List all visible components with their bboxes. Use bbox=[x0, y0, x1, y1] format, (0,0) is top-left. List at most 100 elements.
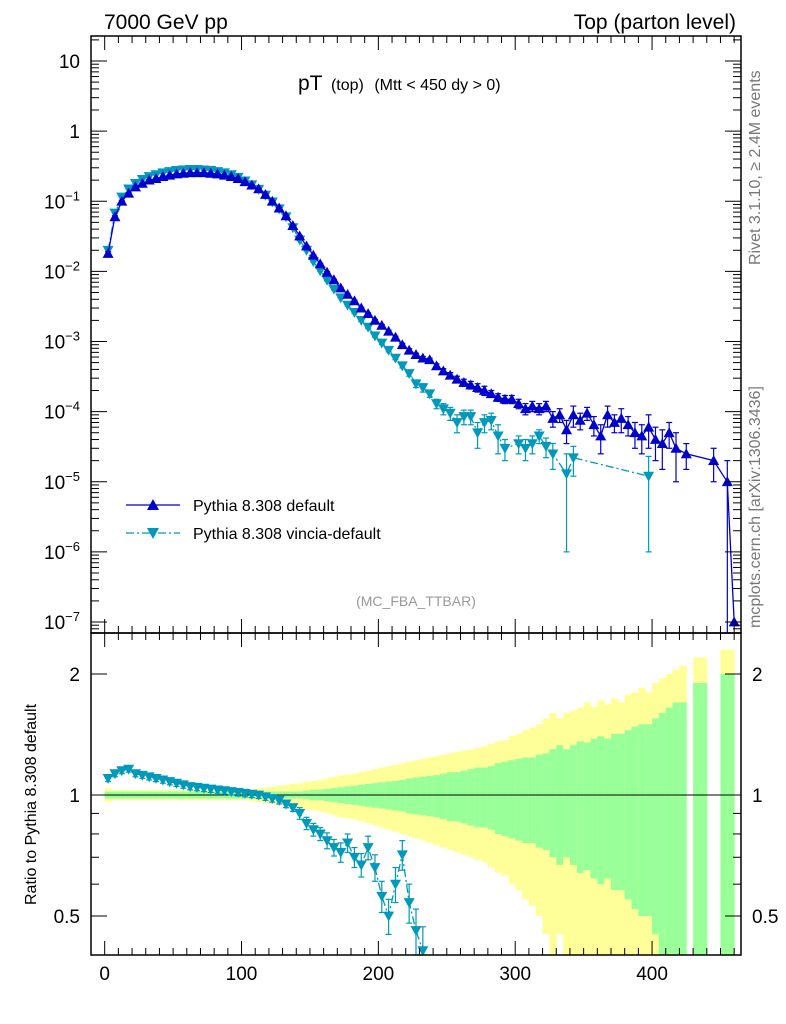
ratio-band-inner bbox=[501, 761, 509, 837]
default-point-marker bbox=[451, 373, 463, 384]
ratio-band-inner bbox=[563, 749, 571, 858]
ratio-band-inner bbox=[439, 773, 448, 820]
vincia-point-marker bbox=[376, 338, 388, 349]
default-point-marker bbox=[492, 391, 504, 402]
default-point-marker bbox=[129, 181, 141, 192]
default-point-marker bbox=[670, 442, 682, 453]
default-point-marker bbox=[389, 331, 401, 342]
default-point-marker bbox=[383, 325, 395, 336]
default-point-marker bbox=[102, 247, 114, 258]
ratio-vincia-point-marker bbox=[123, 764, 135, 775]
vincia-point-marker bbox=[547, 449, 559, 460]
default-point-marker bbox=[396, 339, 408, 350]
default-point-marker bbox=[335, 282, 347, 293]
vincia-point-marker bbox=[410, 379, 422, 390]
ratio-vincia-point-marker bbox=[307, 825, 319, 836]
ratio-vincia-point-marker bbox=[328, 843, 340, 854]
main-y-tick-label: 10−2 bbox=[44, 258, 80, 283]
vincia-point-marker bbox=[513, 439, 525, 450]
vincia-point-marker bbox=[561, 469, 573, 480]
ratio-vincia-point-marker bbox=[342, 838, 354, 849]
ratio-band-inner bbox=[426, 775, 434, 817]
ratio-band-inner bbox=[658, 712, 667, 955]
default-point-marker bbox=[136, 177, 148, 188]
default-point-marker bbox=[362, 308, 374, 318]
ratio-band-inner bbox=[522, 757, 530, 843]
header-process: Top (parton level) bbox=[574, 11, 736, 34]
default-point-marker bbox=[595, 430, 607, 441]
vincia-point-marker bbox=[355, 315, 367, 326]
ratio-band-inner bbox=[556, 745, 564, 865]
vincia-point-marker bbox=[362, 322, 374, 333]
main-y-tick-label: 10−6 bbox=[44, 539, 80, 564]
default-point-marker bbox=[643, 421, 655, 432]
ratio-band-inner bbox=[460, 770, 468, 824]
ratio-band-inner bbox=[392, 780, 400, 811]
default-point-marker bbox=[348, 295, 360, 306]
main-y-tick-label: 10−4 bbox=[44, 399, 80, 424]
vincia-point-marker bbox=[533, 431, 545, 442]
default-point-marker bbox=[431, 360, 443, 371]
ratio-y-tick-label: 2 bbox=[69, 665, 80, 686]
main-y-tick-label: 10−3 bbox=[44, 329, 80, 354]
default-point-marker bbox=[205, 167, 217, 178]
ratio-band-inner bbox=[590, 738, 598, 879]
axes-layer: 10 1 10−1 10−2 10−3 10−4 10−5 10−6 10−7 0 100 200 30… bbox=[44, 36, 778, 985]
ratio-band-inner bbox=[542, 753, 550, 850]
ratio-band-inner bbox=[508, 760, 516, 839]
default-point-marker bbox=[478, 385, 490, 395]
default-point-marker bbox=[728, 616, 740, 627]
default-point-marker bbox=[246, 179, 258, 190]
default-point-marker bbox=[636, 430, 648, 441]
legend-label-vincia: Pythia 8.308 vincia-default bbox=[193, 526, 381, 543]
ratio-band-inner bbox=[652, 718, 660, 935]
default-point-marker bbox=[588, 419, 600, 430]
default-point-marker bbox=[567, 409, 579, 420]
default-point-marker bbox=[513, 398, 525, 409]
ratio-y-tick-label: 1 bbox=[69, 786, 80, 807]
vincia-point-marker bbox=[424, 389, 436, 400]
default-point-marker bbox=[629, 427, 641, 438]
ratio-x-tick-label: 400 bbox=[636, 964, 668, 985]
vincia-point-marker bbox=[643, 471, 655, 482]
vincia-point-marker bbox=[431, 399, 443, 410]
default-point-marker bbox=[212, 168, 224, 179]
ratio-band-inner bbox=[679, 702, 687, 955]
ratio-vincia-point-marker bbox=[417, 946, 429, 957]
ratio-band-inner bbox=[535, 754, 544, 848]
vincia-point-marker bbox=[465, 412, 477, 423]
ratio-band-inner bbox=[665, 707, 674, 955]
ratio-y-tick-label-right: 2 bbox=[752, 665, 763, 686]
default-point-marker bbox=[280, 210, 292, 221]
default-point-marker bbox=[301, 240, 313, 251]
ratio-band-inner bbox=[672, 702, 680, 955]
ratio-vincia-point-marker bbox=[383, 911, 395, 922]
ratio-vincia-point-marker bbox=[321, 836, 333, 847]
vincia-point-marker bbox=[383, 345, 395, 356]
vincia-point-marker bbox=[328, 284, 340, 295]
default-point-marker bbox=[540, 400, 552, 411]
ratio-x-tick-label: 300 bbox=[499, 964, 531, 985]
default-point-marker bbox=[526, 400, 538, 411]
default-point-marker bbox=[198, 167, 210, 178]
ratio-vincia-point-marker bbox=[410, 926, 422, 937]
ratio-vincia-point-marker bbox=[294, 808, 306, 819]
default-point-marker bbox=[574, 414, 586, 425]
default-point-marker bbox=[615, 412, 627, 423]
default-point-marker bbox=[232, 173, 244, 184]
default-point-marker bbox=[410, 349, 422, 360]
vincia-point-marker bbox=[478, 418, 490, 428]
default-point-marker bbox=[294, 230, 306, 241]
default-point-marker bbox=[608, 416, 620, 427]
default-point-marker bbox=[444, 369, 456, 380]
ratio-band-inner bbox=[467, 769, 475, 826]
ratio-band-inner bbox=[699, 682, 708, 955]
plot-title: pT (top) (Mtt < 450 dy > 0) bbox=[298, 72, 501, 95]
ratio-band-inner bbox=[631, 726, 639, 910]
ratio-band-inner bbox=[693, 682, 701, 955]
vincia-point-marker bbox=[335, 293, 347, 304]
default-point-marker bbox=[328, 274, 340, 285]
main-y-tick-label: 1 bbox=[69, 122, 80, 143]
ratio-band-inner bbox=[398, 779, 407, 812]
